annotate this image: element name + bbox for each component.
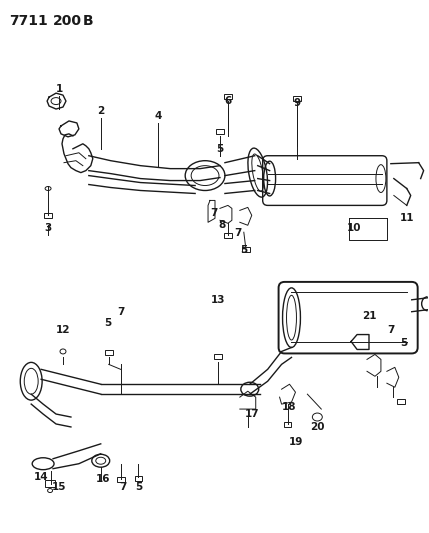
Text: 15: 15: [52, 482, 66, 491]
Text: 13: 13: [211, 295, 225, 305]
Text: 7: 7: [119, 482, 126, 491]
Text: 18: 18: [282, 402, 297, 412]
Text: 7: 7: [387, 325, 395, 335]
Text: 5: 5: [104, 318, 111, 328]
Text: 1: 1: [55, 84, 63, 94]
Text: 16: 16: [96, 474, 110, 483]
Text: 7: 7: [210, 208, 218, 219]
Text: B: B: [83, 14, 94, 28]
Text: 7: 7: [234, 228, 242, 238]
Text: 10: 10: [347, 223, 361, 233]
Text: 11: 11: [399, 213, 414, 223]
Text: 5: 5: [240, 245, 248, 255]
Text: 200: 200: [53, 14, 82, 28]
Text: 2: 2: [97, 106, 104, 116]
Text: 17: 17: [245, 409, 259, 419]
Text: 12: 12: [56, 325, 70, 335]
Text: 6: 6: [224, 96, 232, 106]
Text: 5: 5: [135, 482, 142, 491]
Text: 5: 5: [216, 144, 224, 154]
Text: 20: 20: [310, 422, 325, 432]
Text: 21: 21: [362, 311, 376, 321]
Text: 7: 7: [117, 306, 124, 317]
Text: 7711: 7711: [9, 14, 48, 28]
Text: 9: 9: [294, 98, 301, 108]
Text: 4: 4: [155, 111, 162, 121]
Text: 19: 19: [289, 437, 304, 447]
Text: 5: 5: [400, 338, 408, 349]
Text: 14: 14: [34, 472, 48, 482]
Text: 8: 8: [218, 220, 226, 230]
Text: 3: 3: [45, 223, 52, 233]
